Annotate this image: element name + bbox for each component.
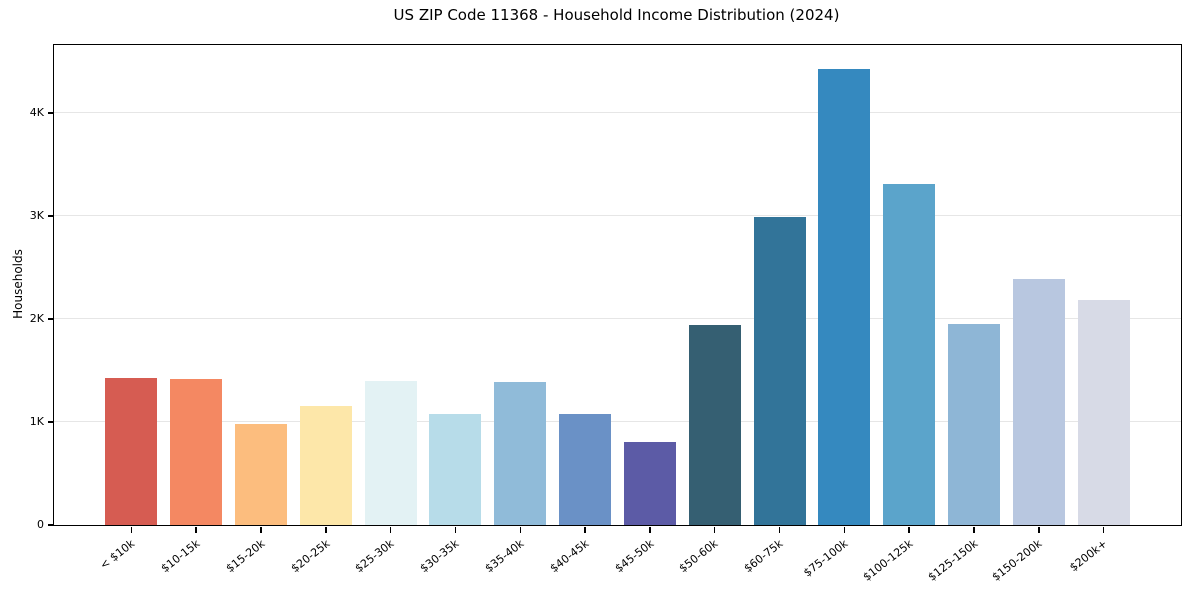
y-axis-tick <box>48 421 54 423</box>
y-axis-tick <box>48 524 54 526</box>
x-axis-tick <box>778 526 781 533</box>
bar-13-100125k <box>883 184 936 525</box>
x-tick-label: $35-40k <box>482 537 527 576</box>
x-axis-tick <box>519 526 522 533</box>
x-tick-label: $50-60k <box>676 537 721 576</box>
x-tick-label: $75-100k <box>801 537 851 580</box>
x-axis-tick <box>713 526 716 533</box>
x-axis-tick <box>973 526 975 533</box>
bar-11-6075k <box>753 216 806 525</box>
y-tick-label: 1K <box>29 414 44 428</box>
bar-12-75100k <box>818 68 871 525</box>
x-axis-tick <box>908 526 910 533</box>
x-axis-tick <box>649 526 651 533</box>
bar-14-125150k <box>947 324 1000 525</box>
y-axis-tick <box>48 215 54 217</box>
bar-8-4045k <box>559 413 612 525</box>
plot-area: 0 1K 2K 3K 4K < $10k $10-15k $15-20k $20-25k $25-… <box>30 44 1182 584</box>
gridline-2K <box>54 318 1181 320</box>
x-axis-tick <box>454 526 457 533</box>
x-axis-tick <box>130 526 133 533</box>
x-axis-tick <box>389 526 392 533</box>
y-axis-tick <box>48 318 54 320</box>
bar-3-1520k <box>235 423 288 525</box>
bar-4-2025k <box>299 406 352 525</box>
bar-6-3035k <box>429 413 482 525</box>
x-tick-label: $10-15k <box>158 537 203 576</box>
bar-5-2530k <box>364 380 417 525</box>
bar-16-200k+ <box>1077 299 1130 525</box>
bar-1-10k <box>105 377 158 525</box>
x-axis-tick <box>1038 526 1040 533</box>
gridline-4K <box>54 112 1181 114</box>
x-tick-label: $20-25k <box>288 537 332 576</box>
chart-title: US ZIP Code 11368 - Household Income Dis… <box>393 6 840 24</box>
x-tick-label: $100-125k <box>860 537 916 584</box>
gridline-1K <box>54 421 1181 423</box>
bar-10-5060k <box>688 324 741 525</box>
x-axis-tick <box>260 526 262 533</box>
x-tick-label: $150-200k <box>990 537 1045 584</box>
y-tick-label: 0 <box>37 518 44 531</box>
x-tick-label: $45-50k <box>612 537 656 576</box>
bar-9-4550k <box>623 441 676 525</box>
x-tick-label: $25-30k <box>352 537 397 576</box>
y-tick-label: 3K <box>29 208 44 222</box>
x-axis-tick <box>843 526 846 533</box>
x-tick-label: $30-35k <box>417 537 462 576</box>
y-axis-tick <box>48 112 54 114</box>
x-axis-tick <box>325 526 327 533</box>
x-axis-tick <box>1102 526 1105 533</box>
x-tick-label: $200k+ <box>1067 537 1110 575</box>
x-tick-label: $60-75k <box>741 537 786 576</box>
y-axis-label: Households <box>11 249 25 319</box>
x-tick-label: $125-150k <box>925 537 980 584</box>
x-axis-tick <box>584 526 586 533</box>
gridline-3K <box>54 215 1181 217</box>
x-axis-tick <box>195 526 197 533</box>
y-tick-label: 2K <box>29 311 44 325</box>
x-tick-label: < $10k <box>97 537 138 572</box>
bar-2-1015k <box>170 379 223 525</box>
x-tick-label: $40-45k <box>547 537 592 576</box>
y-tick-label: 4K <box>29 105 44 119</box>
bar-15-150200k <box>1012 279 1065 525</box>
bar-7-3540k <box>494 382 547 525</box>
x-tick-label: $15-20k <box>223 537 268 576</box>
